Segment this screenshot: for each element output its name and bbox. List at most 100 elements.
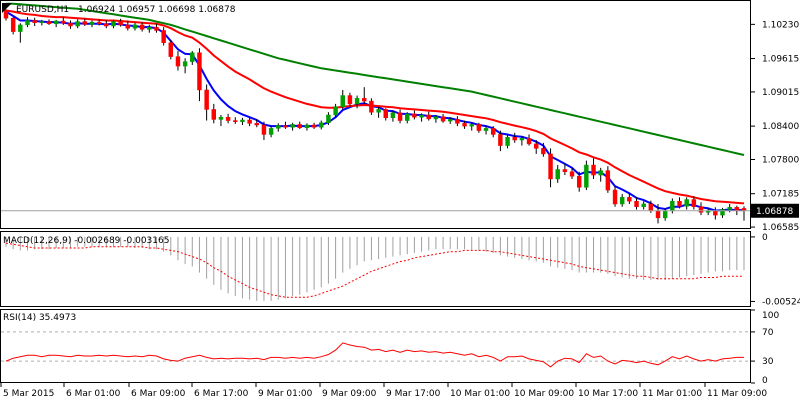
candle-body — [476, 124, 482, 131]
candle-body — [462, 123, 467, 127]
candle-body — [3, 10, 9, 19]
candle-body — [376, 109, 381, 113]
chart-title: EURUSD,H1 — [16, 5, 69, 15]
candle-body — [276, 125, 281, 129]
candle-body — [218, 116, 224, 120]
time-tick-label: 10 Mar 17:00 — [578, 389, 638, 399]
candle-body — [118, 21, 123, 26]
candle-body — [426, 114, 431, 120]
candle-body — [82, 21, 88, 25]
candle-body — [147, 26, 152, 30]
time-tick-label: 9 Mar 17:00 — [386, 389, 441, 399]
candle-body — [18, 24, 23, 32]
macd-label: MACD(12,26,9) -0.002689 -0.003165 — [3, 236, 169, 246]
time-tick-label: 10 Mar 01:00 — [450, 389, 510, 399]
candle-body — [190, 52, 195, 62]
candlesticks — [3, 9, 747, 224]
candle-body — [75, 21, 80, 27]
price-tick-label: 1.08400 — [762, 122, 799, 132]
time-tick-label: 5 Mar 2015 — [3, 389, 54, 399]
candle-body — [319, 122, 324, 128]
macd-tick-label: 0 — [762, 233, 768, 243]
candle-body — [505, 136, 510, 146]
candle-body — [304, 124, 310, 129]
candle-body — [612, 189, 618, 205]
candle-body — [347, 95, 353, 105]
candle-body — [53, 20, 59, 25]
candle-body — [648, 203, 654, 211]
candle-body — [261, 124, 267, 135]
candle-body — [297, 124, 302, 129]
rsi-tick-label: 70 — [762, 328, 774, 338]
candle-body — [161, 30, 166, 43]
candle-body — [104, 23, 109, 27]
current-price-tag — [751, 203, 799, 218]
candle-body — [655, 210, 661, 219]
candle-body — [605, 170, 611, 191]
time-tick-label: 10 Mar 09:00 — [514, 389, 574, 399]
price-panel-frame — [0, 0, 751, 229]
price-axis: 1.10230 1.09615 1.09015 1.08400 1.07800 1.071… — [751, 20, 799, 233]
rsi-line — [5, 342, 744, 368]
candle-body — [691, 199, 697, 208]
candle-body — [670, 200, 675, 211]
time-tick-label: 11 Mar 01:00 — [642, 389, 702, 399]
candle-body — [333, 106, 338, 116]
chart-shift-icon[interactable] — [2, 3, 12, 13]
candle-body — [619, 197, 625, 205]
time-tick-label: 6 Mar 09:00 — [131, 389, 186, 399]
candle-body — [283, 125, 288, 128]
macd-signal-line — [5, 242, 744, 298]
candle-body — [412, 113, 417, 118]
candle-body — [634, 200, 639, 208]
candle-body — [713, 210, 718, 216]
candle-body — [526, 138, 532, 145]
candle-body — [727, 207, 732, 210]
candle-body — [584, 164, 589, 188]
candle-body — [175, 56, 181, 67]
candle-body — [677, 200, 682, 207]
candle-body — [290, 124, 295, 128]
rsi-tick-label: 0 — [762, 376, 768, 386]
macd-histogram — [5, 236, 745, 301]
candle-body — [541, 148, 546, 155]
candle-body — [397, 112, 403, 121]
candle-body — [154, 26, 159, 31]
macd-panel: 0 -0.005247 MACD(12,26,9) -0.002689 -0.00… — [0, 231, 800, 307]
time-tick-label: 6 Mar 17:00 — [194, 389, 249, 399]
candle-body — [340, 95, 345, 107]
candle-body — [354, 98, 360, 105]
moving-average-line — [5, 9, 745, 205]
candle-body — [197, 52, 202, 91]
ohlc-header: 1.06924 1.06957 1.06698 1.06878 — [78, 5, 236, 15]
candle-body — [491, 128, 496, 135]
candle-body — [598, 170, 603, 176]
candle-body — [641, 203, 646, 208]
candle-body — [89, 21, 95, 25]
current-price-value: 1.06878 — [756, 207, 793, 217]
rsi-label: RSI(14) 35.4973 — [3, 313, 76, 323]
candle-body — [225, 116, 231, 121]
candle-body — [32, 20, 37, 23]
candle-body — [132, 24, 138, 29]
candle-body — [383, 109, 388, 119]
candle-body — [247, 119, 252, 124]
macd-tick-label: -0.005247 — [762, 297, 800, 307]
rsi-tick-label: 30 — [762, 357, 774, 367]
candle-body — [268, 128, 274, 135]
candle-body — [111, 21, 116, 27]
moving-average-line — [6, 2, 745, 156]
time-tick-label: 11 Mar 09:00 — [707, 389, 767, 399]
candle-body — [419, 114, 424, 118]
candle-body — [254, 123, 259, 126]
price-panel: 1.10230 1.09615 1.09015 1.08400 1.07800 1.071… — [0, 0, 799, 233]
candle-body — [326, 114, 331, 124]
candle-body — [211, 109, 217, 120]
time-tick-label: 9 Mar 01:00 — [258, 389, 313, 399]
candle-body — [519, 138, 525, 141]
candle-body — [10, 17, 16, 32]
candle-body — [498, 134, 503, 146]
price-tick-label: 1.09015 — [762, 88, 799, 98]
candle-body — [591, 164, 596, 176]
